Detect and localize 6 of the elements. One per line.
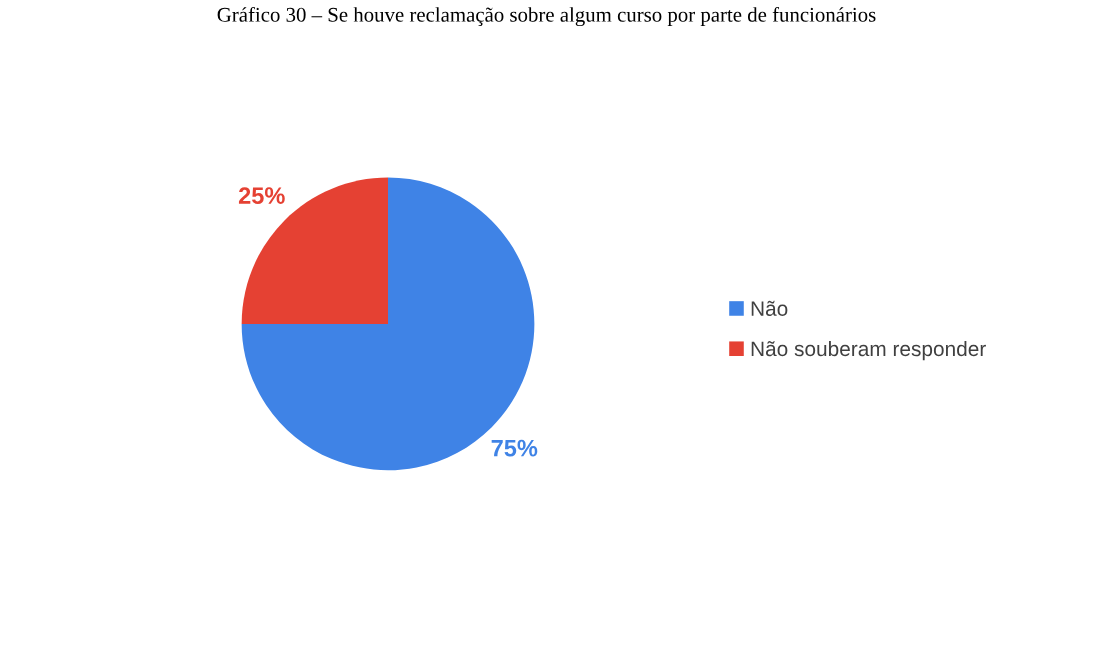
chart-title: Gráfico 30 – Se houve reclamação sobre algum curso por parte de funcionários (217, 6, 876, 27)
pie-slice (241, 177, 389, 324)
data-label: 75% (491, 439, 538, 457)
legend-label: Não (751, 300, 788, 316)
data-label: 25% (238, 187, 285, 204)
legend-label: Não souberam responder (751, 340, 986, 361)
